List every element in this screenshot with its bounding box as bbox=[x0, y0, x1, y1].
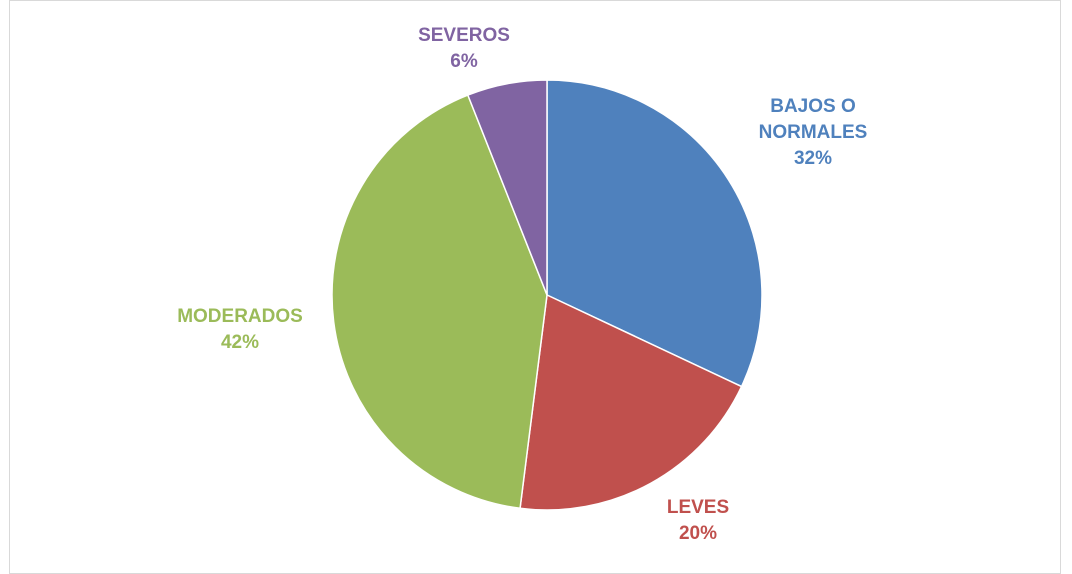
slice-label-2: MODERADOS 42% bbox=[177, 306, 303, 353]
slice-percent-0: 32% bbox=[794, 148, 832, 169]
slice-percent-2: 42% bbox=[221, 332, 259, 353]
slice-percent-3: 6% bbox=[450, 51, 478, 72]
pie-slice-0 bbox=[546, 79, 763, 388]
slice-percent-1: 20% bbox=[679, 523, 717, 544]
pie-slice-1 bbox=[519, 293, 743, 511]
labels-layer: BAJOS O NORMALES 32% LEVES 20% MODERADOS 42% SE… bbox=[177, 25, 867, 544]
slice-name-3: SEVEROS bbox=[418, 25, 510, 46]
slice-name-2: MODERADOS bbox=[177, 306, 303, 327]
slice-label-0: BAJOS O NORMALES 32% bbox=[759, 96, 868, 169]
slice-name-0: BAJOS O bbox=[770, 96, 856, 117]
pie-slice-3 bbox=[466, 79, 548, 296]
slices-layer bbox=[331, 79, 763, 511]
slice-label-1: LEVES 20% bbox=[667, 497, 729, 544]
slice-name-0: NORMALES bbox=[759, 122, 868, 143]
slice-name-1: LEVES bbox=[667, 497, 729, 518]
pie-slice-2 bbox=[331, 94, 548, 510]
slice-label-3: SEVEROS 6% bbox=[418, 25, 510, 72]
